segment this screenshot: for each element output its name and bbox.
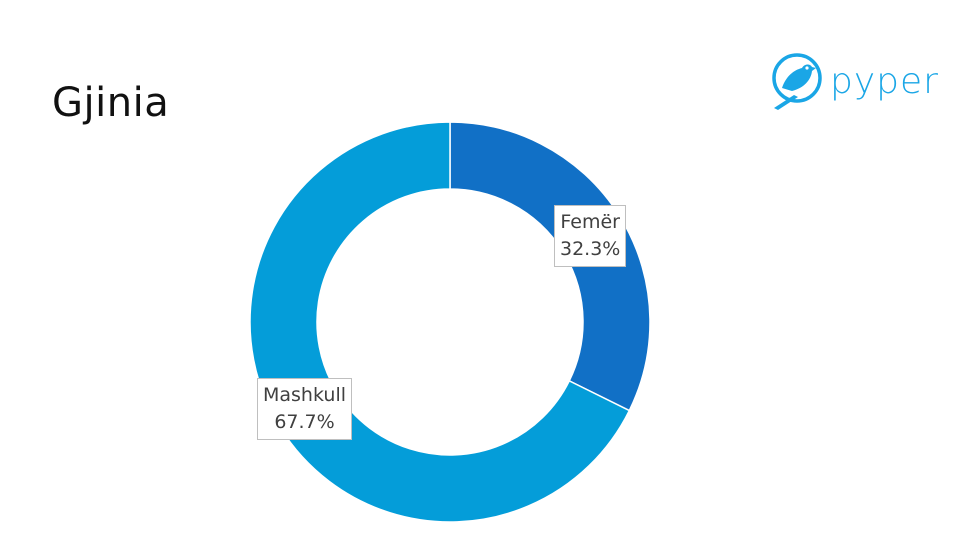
donut-slice-femer bbox=[449, 121, 651, 412]
data-label-femer-value: 32.3% bbox=[560, 238, 621, 260]
data-label-mashkull-value: 67.7% bbox=[274, 411, 335, 433]
logo-text: pyper bbox=[830, 60, 939, 102]
data-label-femer: Femër 32.3% bbox=[554, 205, 627, 267]
data-label-femer-name: Femër bbox=[560, 211, 620, 233]
data-label-mashkull: Mashkull 67.7% bbox=[257, 378, 352, 440]
slide-title: Gjinia bbox=[52, 80, 170, 126]
bird-icon bbox=[772, 53, 822, 110]
data-label-mashkull-name: Mashkull bbox=[263, 384, 346, 406]
pyper-logo: pyper bbox=[768, 50, 958, 112]
